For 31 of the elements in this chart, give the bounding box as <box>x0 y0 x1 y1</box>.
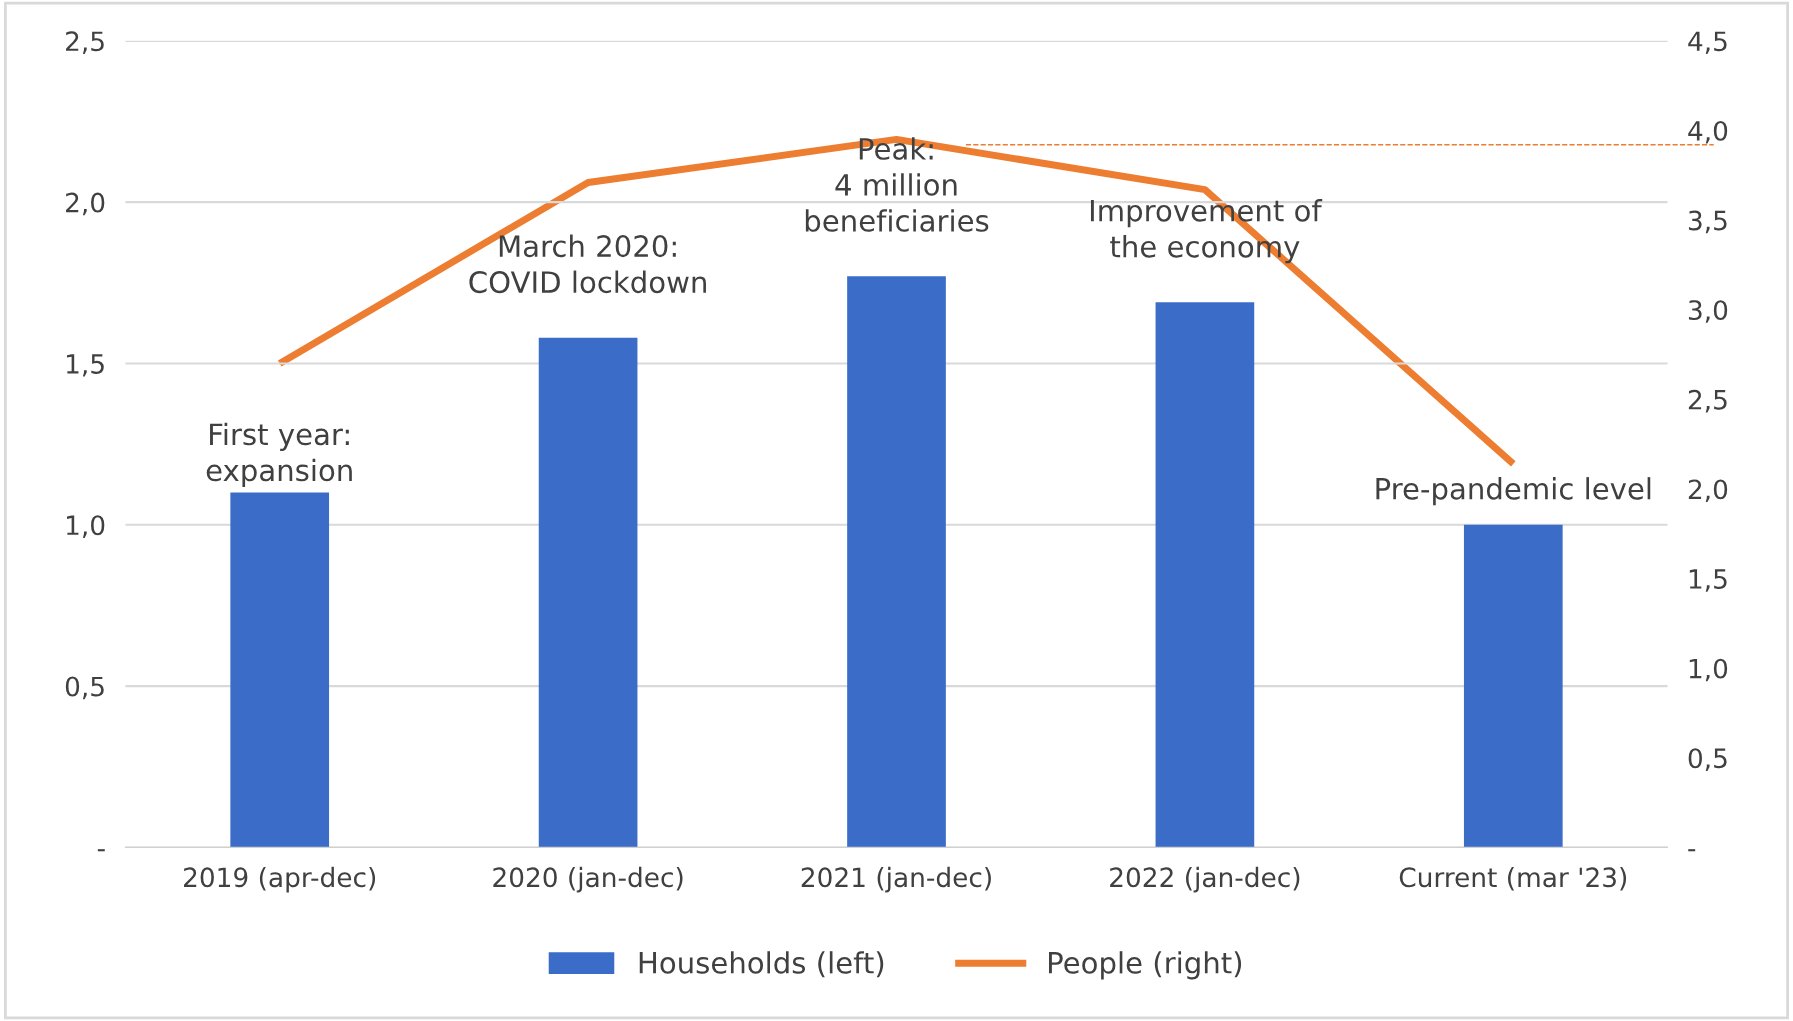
y2-tick-label: 0,5 <box>1688 748 1727 771</box>
x-tick-label: 2021 (jan-dec) <box>801 866 991 893</box>
y-tick-label: 2,5 <box>66 31 104 54</box>
bar <box>847 276 946 848</box>
y-tick-label: - <box>97 849 105 852</box>
y2-tick-label: 1,0 <box>1689 658 1728 682</box>
y2-tick-label: 2,5 <box>1688 389 1727 413</box>
y-tick-label: 1,5 <box>67 354 104 377</box>
bar <box>1155 302 1255 848</box>
legend-label: Households (left) <box>639 951 884 978</box>
x-tick-label: 2019 (apr-dec) <box>184 866 376 893</box>
y2-tick-label: 2,0 <box>1688 479 1728 503</box>
y2-tick-label: 3,5 <box>1688 210 1727 234</box>
y2-tick-label: 4,5 <box>1688 31 1727 54</box>
annotation: Pre-pandemic level <box>1376 477 1651 506</box>
y2-tick-label: 3,0 <box>1688 300 1728 323</box>
y2-tick-label: 4,0 <box>1688 120 1728 144</box>
annotation: First year: expansion <box>206 422 352 487</box>
y2-tick-label: - <box>1688 849 1696 852</box>
x-tick-label: 2022 (jan-dec) <box>1110 866 1300 893</box>
bar <box>538 337 638 848</box>
bar <box>230 492 330 848</box>
legend-label: People (right) <box>1049 951 1242 980</box>
y-tick-label: 1,0 <box>67 515 105 538</box>
x-tick-label: Current (mar '23) <box>1399 866 1627 891</box>
y-tick-label: 0,5 <box>65 676 104 700</box>
annotation: March 2020: COVID lockdown <box>469 234 706 294</box>
y-tick-label: 2,0 <box>66 192 105 216</box>
bar <box>1463 524 1563 848</box>
x-tick-label: 2020 (jan-dec) <box>493 866 683 893</box>
y2-tick-label: 1,5 <box>1689 569 1727 592</box>
